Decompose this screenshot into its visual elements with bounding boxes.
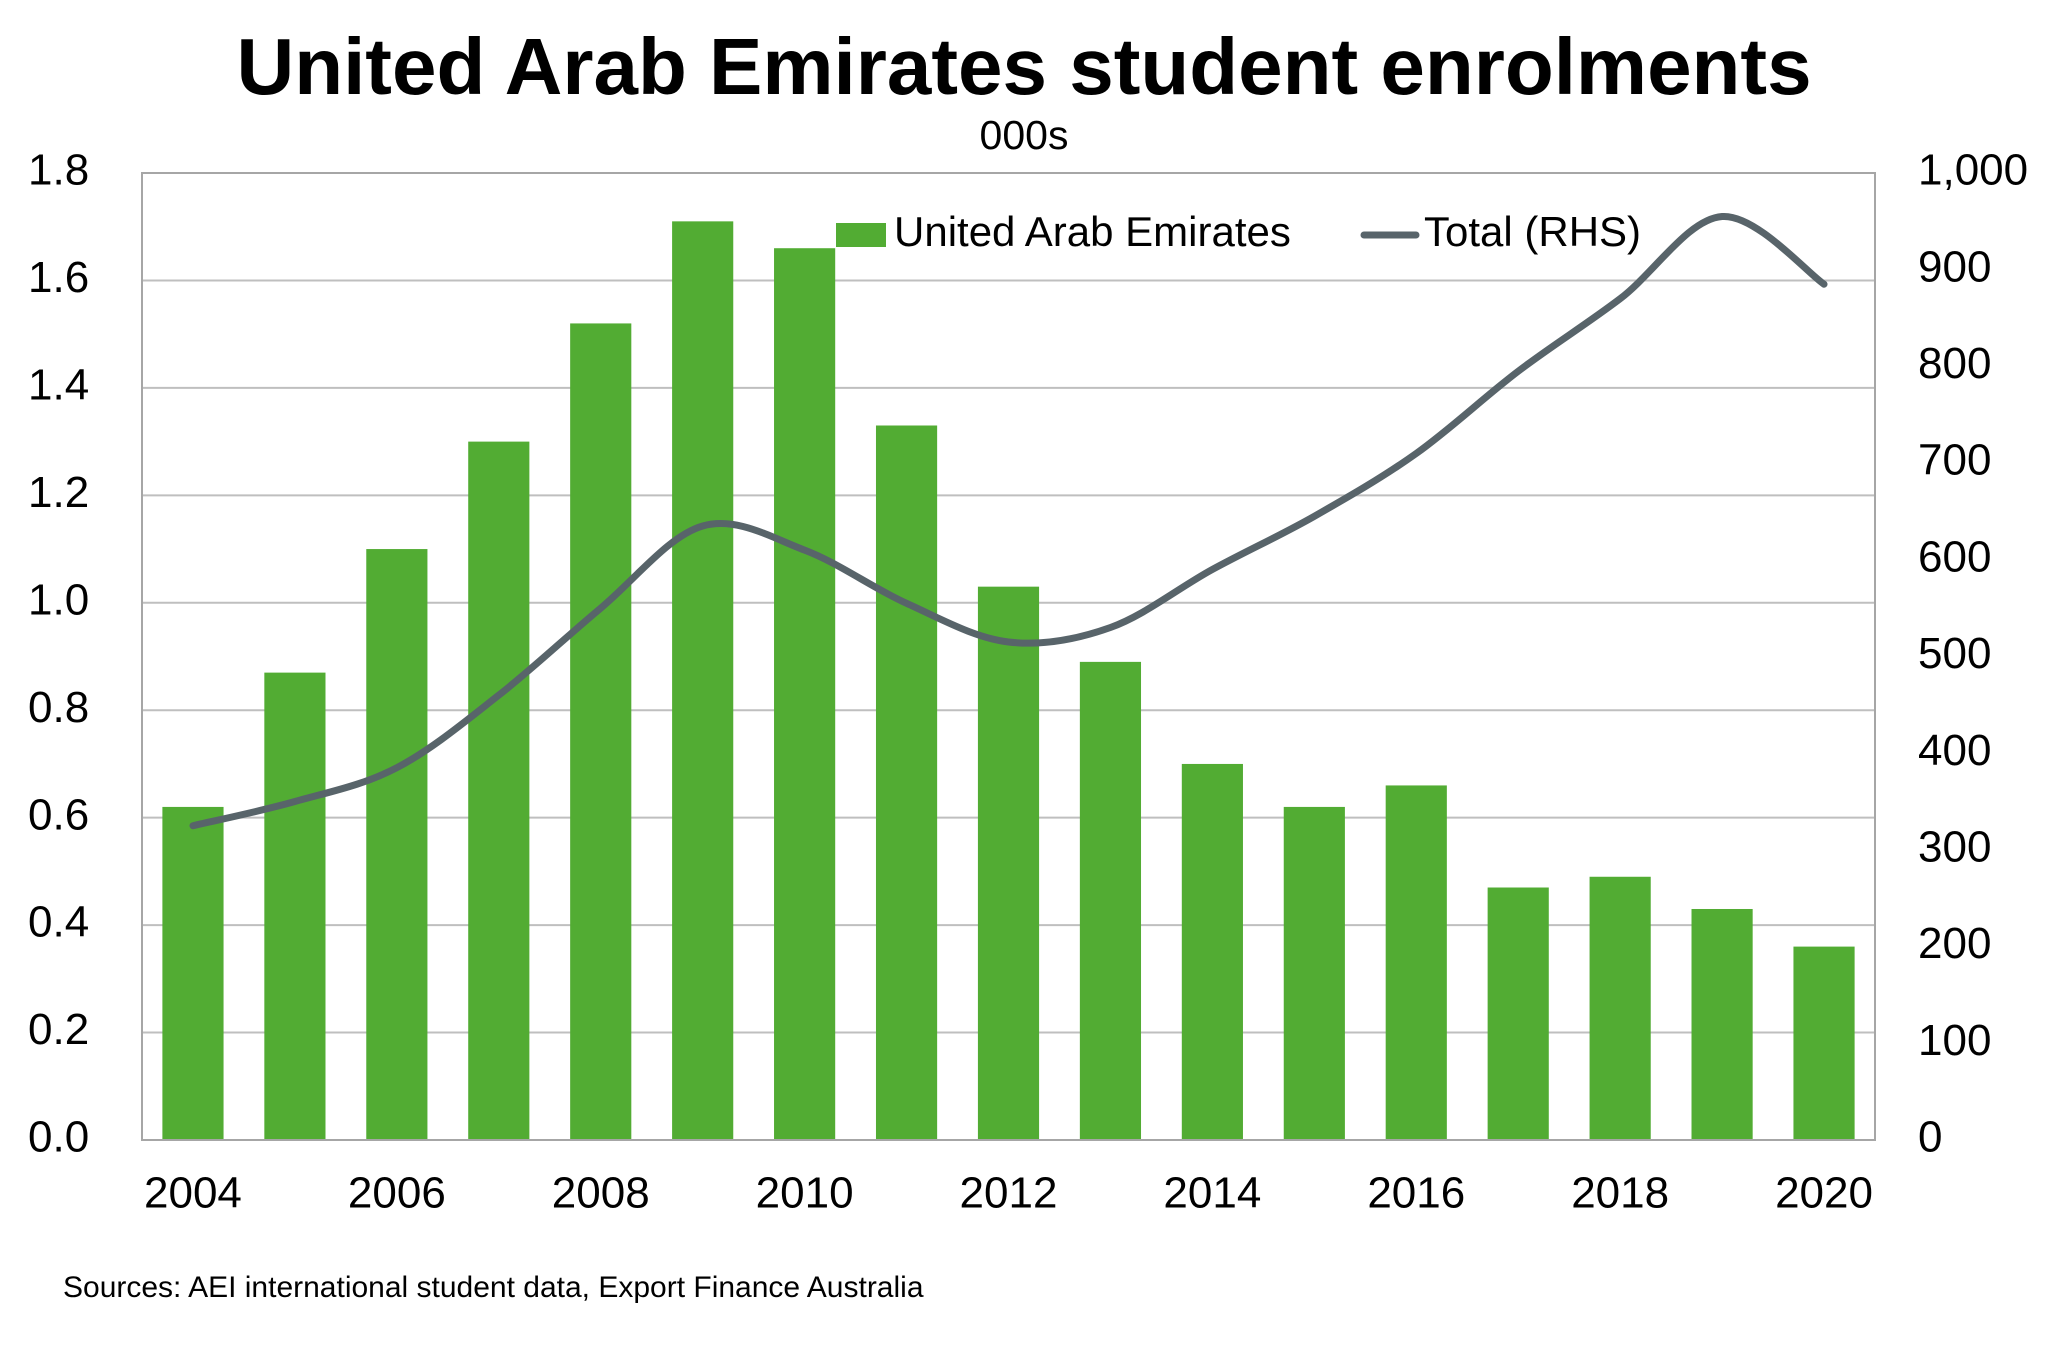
legend-label-line: Total (RHS) (1424, 208, 1641, 255)
line-series (189, 213, 1828, 830)
x-tick-label: 2008 (552, 1169, 650, 1218)
x-tick-label: 2004 (144, 1169, 242, 1218)
left-tick-label: 1.4 (28, 361, 89, 410)
right-tick-label: 600 (1918, 532, 1991, 581)
left-tick-label: 0.4 (28, 898, 89, 947)
x-tick-label: 2012 (960, 1169, 1058, 1218)
x-tick-label: 2016 (1367, 1169, 1465, 1218)
plot-frame (141, 172, 1876, 1141)
bar-2006 (366, 549, 428, 1140)
legend-label-bars: United Arab Emirates (894, 208, 1291, 255)
bar-2019 (1691, 908, 1753, 1140)
right-axis: 0 100 200 300 400 500 600 700 800 900 1,000 (1918, 146, 2028, 1162)
left-tick-label: 1.6 (28, 253, 89, 302)
x-tick-label: 2006 (348, 1169, 446, 1218)
x-axis: 2004 2006 2008 2010 2012 2014 2016 2018 2020 (144, 1169, 1873, 1218)
right-tick-label: 400 (1918, 726, 1991, 775)
legend-swatch-bars (836, 223, 886, 247)
right-tick-label: 800 (1918, 339, 1991, 388)
left-tick-label: 1.0 (28, 575, 89, 624)
x-tick-label: 2018 (1571, 1169, 1669, 1218)
right-tick-label: 700 (1918, 436, 1991, 485)
left-tick-label: 1.2 (28, 468, 89, 517)
chart-title: United Arab Emirates student enrolments (236, 22, 1812, 111)
bar-2007 (468, 441, 530, 1141)
bar-2020 (1793, 946, 1855, 1140)
right-tick-label: 200 (1918, 919, 1991, 968)
legend: United Arab Emirates Total (RHS) (836, 208, 1641, 255)
right-tick-label: 900 (1918, 242, 1991, 291)
bar-2013 (1079, 661, 1142, 1140)
bar-2017 (1487, 887, 1549, 1140)
right-tick-label: 0 (1918, 1113, 1942, 1162)
right-tick-label: 1,000 (1918, 146, 2028, 195)
bar-2018 (1589, 876, 1651, 1140)
right-tick-label: 500 (1918, 629, 1991, 678)
bar-2012 (977, 586, 1040, 1140)
bar-series (162, 221, 1855, 1141)
bar-2015 (1283, 806, 1345, 1140)
left-tick-label: 1.8 (28, 146, 89, 195)
chart-subtitle: 000s (979, 112, 1069, 158)
right-tick-label: 300 (1918, 823, 1991, 872)
total-line (189, 213, 1828, 830)
bar-2011 (875, 425, 938, 1140)
left-axis: 0.0 0.2 0.4 0.6 0.8 1.0 1.2 1.4 1.6 1.8 (28, 146, 89, 1162)
left-tick-label: 0.0 (28, 1113, 89, 1162)
bar-2004 (162, 806, 224, 1140)
left-tick-label: 0.6 (28, 790, 89, 839)
x-tick-label: 2014 (1163, 1169, 1261, 1218)
bar-2016 (1385, 785, 1447, 1140)
bar-2014 (1181, 763, 1243, 1140)
left-tick-label: 0.8 (28, 683, 89, 732)
x-tick-label: 2020 (1775, 1169, 1873, 1218)
bar-2009 (672, 221, 734, 1141)
left-tick-label: 0.2 (28, 1005, 89, 1054)
x-tick-label: 2010 (756, 1169, 854, 1218)
bar-2005 (264, 672, 326, 1140)
source-note: Sources: AEI international student data,… (63, 1271, 924, 1304)
bar-2008 (570, 323, 632, 1140)
bar-2010 (774, 248, 836, 1140)
right-tick-label: 100 (1918, 1016, 1991, 1065)
